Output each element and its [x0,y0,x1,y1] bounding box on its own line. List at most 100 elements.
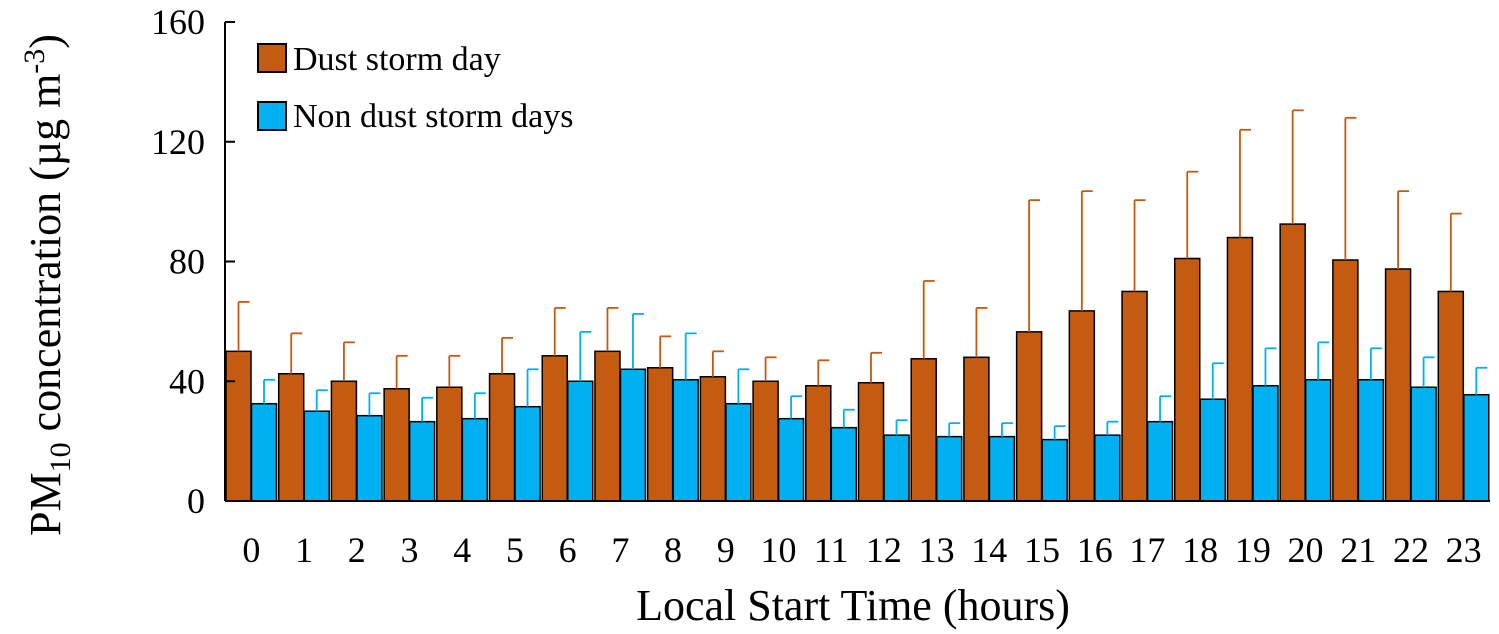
error-bar-dust-storm-day-1 [290,332,303,374]
y-tick-label: 80 [169,242,205,282]
x-tick-label: 3 [400,530,418,570]
bar-non-dust-storm-days-6 [567,380,594,502]
bar-non-dust-storm-days-12 [883,434,910,502]
bar-dust-storm-day-10 [752,380,779,502]
error-bar-non-dust-storm-days-18 [1211,362,1224,400]
x-tick-label: 14 [971,530,1007,570]
error-bar-dust-storm-day-10 [764,356,777,382]
x-tick-label: 9 [717,530,735,570]
bar-non-dust-storm-days-18 [1199,398,1226,502]
x-tick-label: 5 [506,530,524,570]
error-bar-dust-storm-day-13 [922,280,935,359]
error-bar-dust-storm-day-20 [1291,109,1304,225]
bar-non-dust-storm-days-23 [1463,393,1490,502]
error-bar-non-dust-storm-days-2 [368,392,381,416]
error-bar-non-dust-storm-days-11 [842,408,855,428]
bar-dust-storm-day-3 [383,387,410,502]
error-bar-dust-storm-day-8 [659,335,672,368]
y-ticks: 0 40 80 120 160 [151,2,235,521]
x-tick-label: 21 [1340,530,1376,570]
x-tick-label: 20 [1288,530,1324,570]
y-tick-label: 40 [169,361,205,401]
bar-dust-storm-day-6 [541,355,568,502]
error-bar-non-dust-storm-days-16 [1106,420,1119,436]
bar-dust-storm-day-23 [1437,290,1465,502]
x-tick-label: 10 [760,530,796,570]
x-tick-label: 2 [348,530,366,570]
bar-non-dust-storm-days-7 [619,368,647,502]
error-bar-dust-storm-day-6 [553,307,566,356]
error-bar-dust-storm-day-18 [1186,170,1199,259]
bar-non-dust-storm-days-14 [988,435,1016,502]
legend: Dust storm day Non dust storm days [257,41,574,135]
x-tick-label: 7 [611,530,629,570]
error-bar-dust-storm-day-2 [343,341,355,382]
error-bar-non-dust-storm-days-4 [473,392,486,419]
y-axis-title-superscript: -3 [18,49,51,74]
x-tick-label: 17 [1129,530,1165,570]
bar-non-dust-storm-days-16 [1094,434,1121,502]
x-tick-label: 16 [1077,530,1113,570]
error-bar-dust-storm-day-17 [1133,199,1146,292]
x-tick-label: 13 [919,530,955,570]
error-bar-non-dust-storm-days-17 [1159,395,1172,422]
bars-layer [225,223,1490,502]
legend-item-non-dust-storm-days: Non dust storm days [257,98,574,135]
y-axis-title: PM10 concentration (µg m-3) [18,34,77,536]
x-tick-label: 0 [242,530,260,570]
bar-non-dust-storm-days-10 [777,417,805,502]
x-tick-label: 18 [1182,530,1218,570]
error-bar-dust-storm-day-11 [817,359,830,386]
error-bar-dust-storm-day-5 [501,336,514,374]
error-bar-dust-storm-day-16 [1080,190,1093,311]
error-bar-non-dust-storm-days-10 [790,395,803,419]
error-bar-non-dust-storm-days-9 [737,368,750,404]
error-bar-non-dust-storm-days-13 [948,422,961,437]
error-bar-non-dust-storm-days-1 [315,389,328,412]
y-tick-label: 160 [151,2,205,42]
y-tick-label: 0 [187,481,205,521]
bar-dust-storm-day-9 [699,376,727,502]
y-axis-title-middle: concentration (µg m [21,74,70,443]
error-bar-dust-storm-day-4 [448,354,461,388]
error-bar-non-dust-storm-days-21 [1369,347,1382,380]
bar-non-dust-storm-days-22 [1410,386,1437,502]
error-bar-non-dust-storm-days-12 [895,419,908,436]
bar-non-dust-storm-days-19 [1252,384,1279,502]
error-bar-dust-storm-day-14 [975,307,988,358]
x-tick-label: 11 [814,530,849,570]
error-bar-non-dust-storm-days-7 [632,312,644,370]
bar-dust-storm-day-12 [857,381,885,502]
error-bar-non-dust-storm-days-0 [263,378,275,404]
bar-dust-storm-day-5 [488,373,516,502]
legend-swatch-non-dust-storm-days [257,101,287,131]
bar-non-dust-storm-days-15 [1041,438,1068,502]
bar-dust-storm-day-18 [1174,257,1201,502]
bar-dust-storm-day-11 [805,384,832,502]
bar-non-dust-storm-days-4 [461,417,489,502]
legend-item-dust-storm-day: Dust storm day [257,41,501,78]
error-bar-dust-storm-day-7 [606,307,619,352]
legend-swatch-dust-storm-day [257,43,287,73]
bar-non-dust-storm-days-3 [408,420,436,502]
bar-non-dust-storm-days-0 [250,402,278,502]
x-ticks: 0 1 2 3 4 5 6 7 8 9 10 11 12 13 14 15 16 17 18 19 20 21 22 23 [242,530,1481,570]
bar-dust-storm-day-1 [277,373,305,502]
bar-non-dust-storm-days-11 [830,426,858,502]
x-tick-label: 12 [866,530,902,570]
error-bar-non-dust-storm-days-6 [579,330,592,382]
error-bar-non-dust-storm-days-23 [1475,366,1488,395]
error-bar-dust-storm-day-12 [870,351,882,383]
x-tick-label: 15 [1024,530,1060,570]
y-axis-title-subscript: 10 [44,442,77,472]
y-axis-title-prefix: PM [21,472,70,536]
error-bar-non-dust-storm-days-19 [1264,347,1277,386]
bar-non-dust-storm-days-2 [356,414,383,502]
error-bar-dust-storm-day-22 [1397,190,1410,269]
error-bar-non-dust-storm-days-22 [1422,356,1435,388]
bar-non-dust-storm-days-5 [514,405,541,502]
x-tick-label: 23 [1446,530,1482,570]
error-bars-layer [237,109,1488,440]
error-bar-non-dust-storm-days-5 [526,368,539,407]
